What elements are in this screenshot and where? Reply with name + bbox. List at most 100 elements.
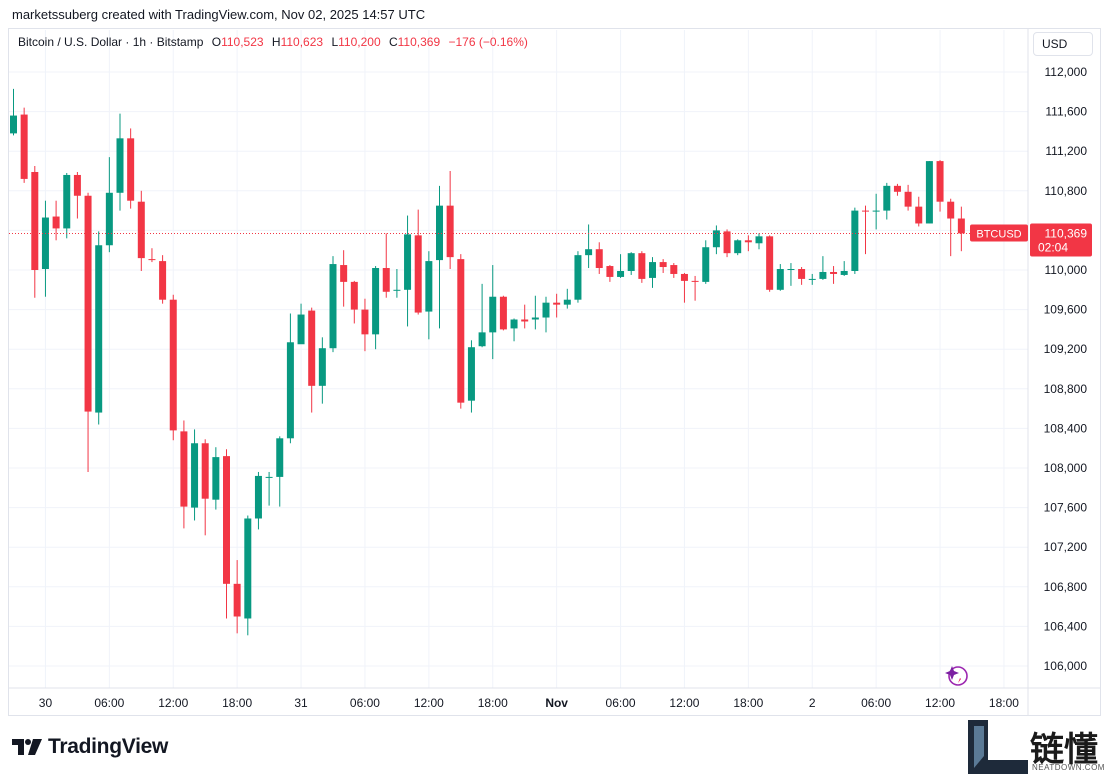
candle-body: [308, 310, 316, 386]
candle-body: [191, 443, 199, 508]
candle-body: [350, 281, 358, 310]
tradingview-brand: TradingView: [48, 735, 169, 758]
legend-symbol: Bitcoin / U.S. Dollar · 1h · Bitstamp: [18, 35, 204, 49]
x-tick-label: 12:00: [925, 696, 955, 710]
y-tick-label: 106,800: [1044, 580, 1088, 594]
ohlc-legend: Bitcoin / U.S. Dollar · 1h · Bitstamp O1…: [18, 35, 528, 49]
candle-body: [372, 268, 380, 335]
currency-button[interactable]: USD: [1033, 32, 1093, 56]
candle-body: [766, 236, 774, 290]
x-tick-label: 18:00: [733, 696, 763, 710]
candle-body: [73, 174, 81, 196]
candle-body: [638, 253, 646, 279]
candle-body: [318, 348, 326, 386]
x-tick-label: 18:00: [222, 696, 252, 710]
candle-body: [116, 138, 124, 193]
watermark-en: NEATDOWN.COM: [1032, 763, 1105, 772]
symbol-tag: [970, 224, 1028, 242]
y-tick-label: 110,800: [1045, 184, 1088, 198]
legend-low-label: L: [331, 35, 339, 49]
candle-body: [521, 319, 529, 322]
candle-body: [137, 201, 145, 259]
candle-body: [10, 115, 17, 134]
candle-body: [617, 270, 625, 277]
candle-body: [180, 431, 188, 507]
y-tick-label: 108,400: [1044, 421, 1088, 435]
x-tick-label: 2: [809, 696, 816, 710]
candle-body: [254, 475, 262, 519]
neatdown-logo-icon: [968, 720, 1028, 774]
y-tick-label: 108,000: [1044, 461, 1088, 475]
candle-body: [159, 261, 167, 300]
candle-body: [244, 518, 252, 619]
x-tick-label: 12:00: [158, 696, 188, 710]
candle-body: [851, 210, 859, 271]
candle-body: [585, 249, 593, 256]
candle-body: [212, 457, 220, 500]
candle-body: [276, 438, 284, 477]
candle-body: [957, 218, 965, 234]
candle-body: [414, 235, 422, 313]
candle-body: [840, 270, 848, 275]
candle-body: [798, 269, 806, 279]
candle-body: [702, 247, 710, 282]
candle-body: [723, 231, 731, 254]
x-tick-label: 12:00: [414, 696, 444, 710]
candle-body: [680, 273, 688, 281]
candle-body: [755, 236, 763, 244]
candle-body: [499, 296, 507, 330]
candle-body: [436, 205, 443, 261]
candle-body: [915, 206, 923, 224]
legend-high-value: 110,623: [280, 35, 324, 49]
last-price-value: 110,369: [1045, 226, 1088, 240]
chart-frame: [8, 28, 1101, 716]
legend-change: −176 (−0.16%): [448, 35, 528, 49]
candle-body: [41, 217, 49, 270]
candle-body: [744, 240, 752, 243]
candle-body: [904, 191, 912, 207]
candle-body: [872, 210, 880, 212]
y-tick-label: 109,200: [1044, 342, 1088, 356]
candle-body: [883, 185, 891, 211]
candle-body: [84, 195, 92, 412]
x-tick-label: 18:00: [989, 696, 1019, 710]
y-tick-label: 107,600: [1044, 501, 1088, 515]
legend-close-label: C: [388, 35, 398, 49]
x-tick-label: 06:00: [94, 696, 124, 710]
chart-attribution: marketssuberg created with TradingView.c…: [12, 7, 426, 22]
x-tick-label: 18:00: [478, 696, 508, 710]
candle-body: [563, 299, 571, 305]
candle-body: [659, 262, 667, 268]
candle-body: [340, 265, 348, 282]
candle-body: [382, 268, 390, 292]
tradingview-logo[interactable]: TradingView: [12, 735, 168, 759]
candle-body: [265, 476, 273, 478]
x-tick-label: 06:00: [350, 696, 380, 710]
candle-body: [329, 264, 337, 349]
candle-body: [531, 317, 539, 320]
candle-body: [712, 230, 720, 248]
legend-high-label: H: [271, 35, 281, 49]
x-tick-label: Nov: [545, 696, 568, 710]
legend-close-value: 110,369: [397, 35, 441, 49]
candle-body: [787, 269, 795, 271]
candle-body: [649, 262, 656, 278]
last-price-tag: [1030, 223, 1092, 257]
candle-body: [478, 332, 486, 347]
candle-body: [286, 342, 294, 439]
x-tick-label: 12:00: [669, 696, 699, 710]
candle-body: [489, 296, 497, 333]
y-tick-label: 112,000: [1045, 65, 1088, 79]
candle-body: [20, 114, 28, 179]
candle-body: [127, 138, 135, 201]
x-tick-label: 06:00: [861, 696, 891, 710]
candle-body: [936, 161, 944, 202]
legend-open-value: 110,523: [221, 35, 264, 49]
candle-body: [734, 240, 742, 254]
y-tick-label: 108,800: [1044, 382, 1088, 396]
candle-body: [425, 261, 433, 312]
candle-body: [467, 347, 475, 401]
y-tick-label: 110,000: [1045, 263, 1088, 277]
sparkle-icon[interactable]: [945, 666, 968, 686]
